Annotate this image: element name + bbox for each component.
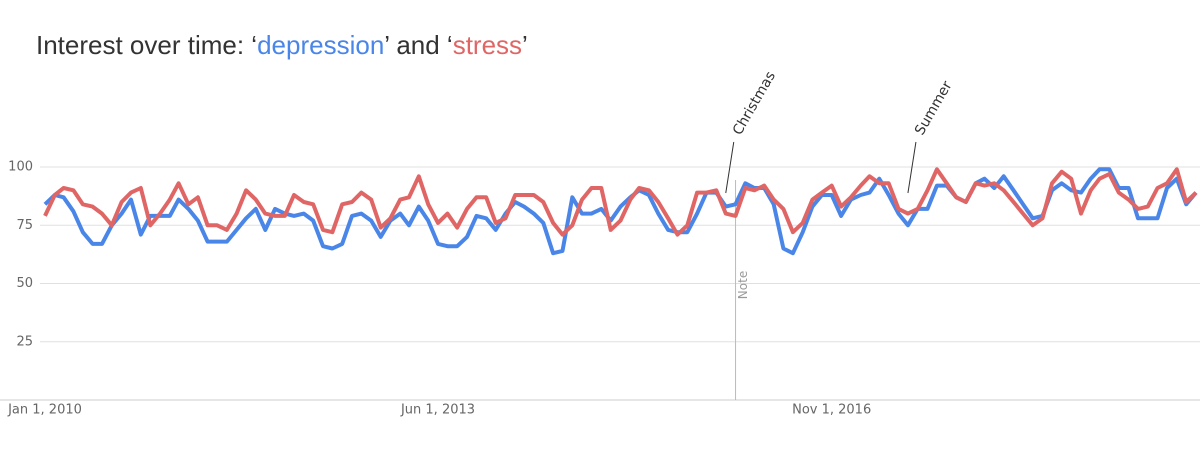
y-tick-label: 75	[16, 218, 33, 233]
annotation-pointer	[725, 141, 735, 194]
y-tick-label: 50	[16, 276, 33, 291]
annotation-pointer	[907, 141, 917, 194]
y-tick-label: 100	[8, 160, 33, 175]
title-part: Interest over time: ‘	[36, 30, 257, 60]
title-series: stress	[453, 30, 522, 60]
series-line	[43, 167, 1198, 256]
title-part: ’	[522, 30, 528, 60]
note-label: Note	[736, 271, 750, 299]
title-series: depression	[257, 30, 384, 60]
x-tick-label: Jun 1, 2013	[400, 403, 475, 418]
chart-title: Interest over time: ‘depression’ and ‘st…	[36, 30, 528, 60]
y-tick-label: 25	[16, 334, 33, 349]
grid	[40, 166, 1200, 343]
annotation-label: Christmas	[730, 69, 779, 138]
x-tick-label: Nov 1, 2016	[792, 403, 871, 418]
series-line	[43, 167, 1198, 237]
title-part: ’ and ‘	[384, 30, 452, 60]
x-tick-label: Jan 1, 2010	[7, 403, 82, 418]
annotation-label: Summer	[912, 78, 956, 138]
